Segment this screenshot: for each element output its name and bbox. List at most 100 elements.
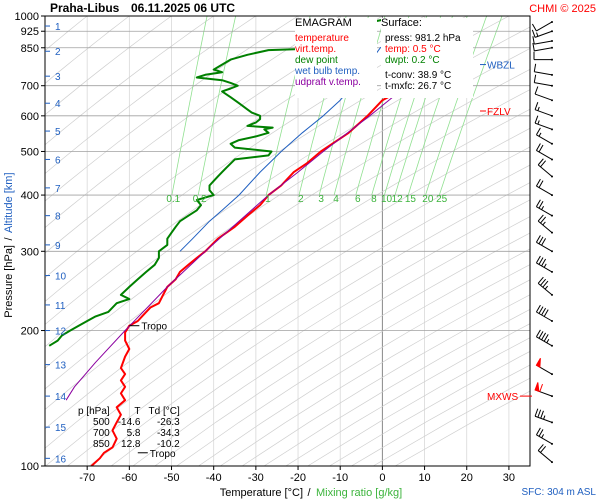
barb-full	[535, 304, 541, 313]
barb-station	[551, 395, 553, 398]
barb-station	[551, 58, 553, 61]
barb-full	[538, 429, 544, 437]
dry-adiabat-line	[45, 127, 530, 449]
ylabel-pressure: Pressure [hPa]	[3, 245, 15, 318]
barb-half	[537, 120, 540, 125]
wind-barb	[535, 357, 553, 376]
barb-full	[533, 63, 537, 72]
barb-full	[541, 332, 547, 341]
altitude-tick-label: 14	[55, 392, 67, 403]
barb-full	[531, 29, 536, 38]
xlabel-temperature: Temperature [°C]	[220, 487, 303, 499]
barb-full	[538, 257, 544, 265]
mixing-ratio-label: 8	[371, 194, 377, 205]
barb-station	[551, 250, 553, 253]
altitude-tick-label: 11	[55, 301, 66, 312]
fzlv-label: FZLV	[487, 107, 511, 118]
barb-full	[540, 446, 547, 453]
levels-table-row: 500 -14.6 -26.3	[74, 417, 184, 428]
barb-full	[540, 160, 547, 168]
levels-table-cell: 500	[93, 417, 110, 428]
barb-full	[538, 236, 544, 245]
mixing-ratio-label: 15	[405, 194, 417, 205]
barb-full	[537, 158, 544, 166]
temperature-tick-label: 20	[461, 472, 473, 484]
mixing-ratio-label: 6	[355, 194, 361, 205]
udpraft-v-temp-line	[65, 85, 408, 401]
levels-table-cell: -26.3	[156, 417, 180, 428]
legend-item: virt.temp.	[295, 44, 337, 55]
barb-full	[540, 216, 547, 224]
pressure-tick-label: 300	[21, 246, 39, 258]
barb-full	[538, 144, 544, 153]
levels-table-header: p [hPa] T Td [°C]	[74, 406, 184, 417]
levels-table-header-cell: T	[134, 406, 141, 417]
pressure-tick-label: 1000	[15, 11, 39, 23]
temperature-tick-label: -10	[332, 472, 348, 484]
barb-full	[543, 309, 549, 317]
surface-dwpt: dwpt: 0.2 °C	[385, 55, 440, 66]
barb-full	[537, 276, 544, 284]
barb-station	[551, 128, 553, 131]
barb-half	[543, 263, 547, 268]
barb-full	[543, 334, 549, 342]
barb-half	[543, 415, 546, 420]
wind-barb	[531, 29, 553, 38]
altitude-tick-label: 4	[55, 99, 61, 110]
barb-full	[537, 409, 542, 418]
barb-full	[541, 307, 547, 316]
levels-table-cell: 850	[93, 439, 110, 450]
barb-station	[551, 99, 553, 102]
barb-full	[541, 258, 547, 267]
barb-full	[538, 331, 544, 339]
legend-items: temperature virt.temp. dew point wet bulb t…	[295, 33, 377, 88]
mixing-ratio-label: 0.2	[193, 194, 207, 205]
temperature-tick-label: -70	[79, 472, 95, 484]
altitude-tick-label: 10	[55, 272, 67, 283]
altitude-tick-label: 3	[55, 72, 61, 83]
barb-station	[551, 84, 553, 87]
sfc-label: SFC: 304 m ASL	[522, 487, 597, 498]
barb-half	[546, 339, 550, 344]
pressure-tick-label: 925	[21, 26, 39, 38]
barb-station	[551, 46, 553, 49]
barb-half	[538, 132, 542, 137]
barb-half	[541, 434, 545, 439]
dry-adiabat-line	[45, 108, 530, 430]
pressure-tick-label: 500	[21, 146, 39, 158]
altitude-tick-label: 15	[55, 423, 67, 434]
barb-full	[539, 383, 543, 392]
mixing-ratio-label: 1	[265, 194, 271, 205]
wind-barb	[537, 214, 553, 234]
barb-full	[535, 427, 541, 436]
ylabel-group: Pressure [hPa] / Altitude [km]	[3, 172, 15, 317]
barb-station	[551, 20, 553, 23]
plot-frame	[44, 15, 531, 467]
barb-full	[538, 306, 544, 314]
barb-full	[537, 444, 544, 451]
dry-adiabat-line	[176, 248, 530, 466]
barb-staff	[534, 47, 553, 52]
wind-barb	[537, 276, 553, 296]
xlabel-mixing-ratio: Mixing ratio [g/kg]	[316, 487, 402, 499]
dry-adiabat-line	[45, 48, 530, 369]
barb-full	[535, 178, 541, 187]
barb-station	[551, 194, 553, 197]
datetime-title: 06.11.2025 06 UTC	[131, 1, 235, 15]
temperature-tick-label: -60	[121, 472, 137, 484]
altitude-tick-label: 9	[55, 241, 61, 252]
legend-item: dew point	[295, 55, 338, 66]
wind-barb	[534, 101, 553, 117]
temperature-tick-label: 30	[503, 472, 515, 484]
tropo-label: Tropo	[150, 449, 176, 460]
levels-table-header-cell: p [hPa]	[78, 406, 110, 417]
barb-staff	[534, 40, 553, 45]
barb-half	[544, 285, 549, 290]
temperature-tick-label: -30	[248, 472, 264, 484]
barb-full	[535, 143, 541, 151]
barb-flag	[535, 357, 541, 368]
wind-barb	[535, 304, 553, 323]
wind-barb	[535, 127, 553, 145]
altitude-tick-label: 1	[55, 22, 61, 33]
